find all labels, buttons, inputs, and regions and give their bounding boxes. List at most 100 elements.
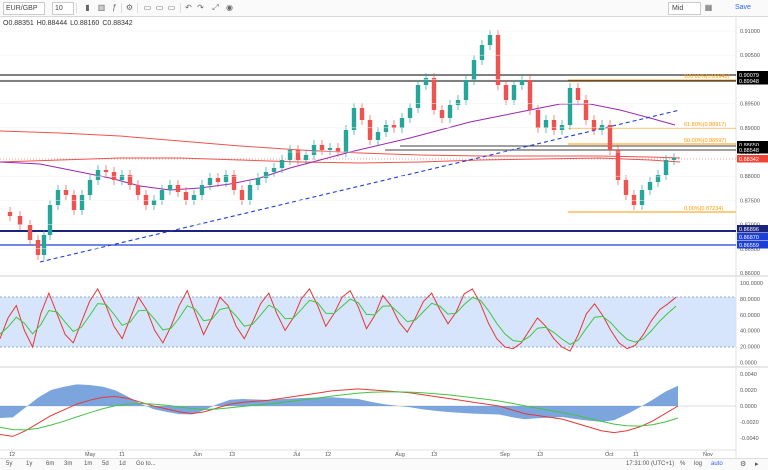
candle-body[interactable] bbox=[631, 195, 637, 205]
scroll-to-end-icon[interactable]: ▸ bbox=[755, 461, 759, 468]
candle-body[interactable] bbox=[647, 182, 653, 190]
candle-body[interactable] bbox=[447, 105, 453, 118]
candle-body[interactable] bbox=[17, 216, 23, 225]
candle-body[interactable] bbox=[95, 170, 101, 180]
chart-settings-icon[interactable]: ⚙ bbox=[740, 461, 747, 468]
candle-body[interactable] bbox=[663, 160, 669, 175]
candle-body[interactable] bbox=[47, 205, 53, 235]
candle-body[interactable] bbox=[183, 192, 189, 200]
candle-body[interactable] bbox=[615, 150, 621, 180]
candle-body[interactable] bbox=[295, 150, 301, 160]
candle-body[interactable] bbox=[327, 148, 333, 150]
candle-body[interactable] bbox=[527, 80, 533, 110]
candle-body[interactable] bbox=[623, 180, 629, 195]
candle-body[interactable] bbox=[495, 35, 501, 85]
candle-body[interactable] bbox=[319, 145, 325, 150]
fullscreen-icon[interactable]: ⤢ bbox=[212, 3, 219, 12]
moving-average-purple[interactable] bbox=[0, 103, 676, 191]
candle-body[interactable] bbox=[127, 175, 133, 185]
candle-body[interactable] bbox=[671, 158, 677, 160]
candle-body[interactable] bbox=[543, 120, 549, 128]
stochastic-axis[interactable]: 100.0000 80.0000 60.0000 40.0000 20.0000 0.00… bbox=[740, 281, 763, 367]
candle-body[interactable] bbox=[87, 180, 93, 195]
candle-body[interactable] bbox=[359, 108, 365, 120]
range-5y[interactable]: 5y bbox=[6, 461, 13, 467]
redo-icon[interactable]: ↷ bbox=[197, 3, 204, 12]
candle-body[interactable] bbox=[271, 168, 277, 172]
candle-body[interactable] bbox=[583, 100, 589, 120]
candle-body[interactable] bbox=[311, 145, 317, 155]
compare-icon[interactable]: ▮ bbox=[85, 3, 90, 12]
candle-body[interactable] bbox=[143, 195, 149, 205]
range-1y[interactable]: 1y bbox=[26, 461, 33, 467]
candle-body[interactable] bbox=[55, 190, 61, 205]
stochastic-k-line[interactable] bbox=[0, 287, 677, 352]
candle-body[interactable] bbox=[511, 85, 517, 100]
candle-body[interactable] bbox=[487, 35, 493, 45]
settings-icon[interactable]: ⚙ bbox=[125, 3, 134, 12]
moving-average-red[interactable] bbox=[0, 157, 681, 164]
undo-icon[interactable]: ↶ bbox=[185, 3, 192, 12]
candle-body[interactable] bbox=[279, 160, 285, 168]
candle-body[interactable] bbox=[655, 175, 661, 182]
range-3m[interactable]: 3m bbox=[64, 461, 73, 467]
macd-histogram[interactable] bbox=[0, 384, 678, 422]
moving-average-red[interactable] bbox=[0, 130, 681, 159]
price-axis[interactable]: 0.910000.905000.900000.895000.890000.885… bbox=[0, 29, 760, 277]
candle-body[interactable] bbox=[335, 148, 341, 152]
candle-body[interactable] bbox=[151, 200, 157, 205]
stochastic-d-line[interactable] bbox=[0, 296, 677, 346]
candle-body[interactable] bbox=[7, 212, 13, 216]
symbol-input[interactable]: EUR/GBP bbox=[3, 2, 45, 15]
snapshot-icon[interactable]: ◉ bbox=[226, 3, 233, 12]
range-6m[interactable]: 6m bbox=[46, 461, 55, 467]
candle-body[interactable] bbox=[247, 185, 253, 200]
log-scale-toggle[interactable]: log bbox=[694, 461, 703, 467]
candle-body[interactable] bbox=[351, 108, 357, 130]
candle-body[interactable] bbox=[407, 108, 413, 118]
candle-body[interactable] bbox=[199, 185, 205, 195]
candle-body[interactable] bbox=[287, 150, 293, 160]
candle-body[interactable] bbox=[159, 190, 165, 200]
auto-scale-toggle[interactable]: auto bbox=[711, 461, 723, 467]
candle-body[interactable] bbox=[35, 240, 41, 255]
candles[interactable] bbox=[7, 30, 677, 260]
candle-body[interactable] bbox=[567, 88, 573, 125]
candle-body[interactable] bbox=[63, 190, 69, 195]
candle-body[interactable] bbox=[591, 120, 597, 130]
candle-body[interactable] bbox=[607, 125, 613, 150]
save-button[interactable]: Save bbox=[735, 4, 751, 11]
candle-body[interactable] bbox=[431, 78, 437, 110]
candle-body[interactable] bbox=[135, 185, 141, 195]
candle-body[interactable] bbox=[639, 190, 645, 205]
candle-body[interactable] bbox=[503, 85, 509, 100]
time-axis[interactable]: 12 May 11 Jun 13 Jul 12 Aug 13 Sep 13 Oct 11 Nov bbox=[9, 450, 713, 458]
candle-body[interactable] bbox=[207, 178, 213, 185]
candle-body[interactable] bbox=[463, 80, 469, 100]
candle-body[interactable] bbox=[191, 195, 197, 200]
indicators-icon[interactable]: ƒ bbox=[112, 3, 117, 12]
candle-body[interactable] bbox=[519, 80, 525, 85]
candle-body[interactable] bbox=[231, 175, 237, 190]
candle-body[interactable] bbox=[103, 170, 109, 172]
zoom-select[interactable]: Mid bbox=[668, 2, 701, 15]
candle-body[interactable] bbox=[41, 235, 47, 255]
macd-signal-line[interactable] bbox=[0, 391, 679, 431]
candle-body[interactable] bbox=[471, 60, 477, 80]
candle-body[interactable] bbox=[423, 78, 429, 85]
candle-body[interactable] bbox=[375, 132, 381, 140]
candle-body[interactable] bbox=[383, 125, 389, 132]
range-5d[interactable]: 5d bbox=[102, 461, 109, 467]
goto-date-button[interactable]: Go to... bbox=[136, 461, 156, 467]
chart-type-icon[interactable]: ▥ bbox=[97, 3, 106, 12]
range-1m[interactable]: 1m bbox=[84, 461, 93, 467]
macd-axis[interactable]: 0.0040 0.0020 0.0000 -0.0020 -0.0040 bbox=[740, 372, 759, 442]
layout-icon[interactable]: ▦ bbox=[704, 3, 713, 12]
draw-icon[interactable]: ▭ bbox=[155, 3, 164, 12]
candle-body[interactable] bbox=[535, 110, 541, 128]
candle-body[interactable] bbox=[167, 185, 173, 190]
candle-body[interactable] bbox=[343, 130, 349, 152]
candle-body[interactable] bbox=[71, 195, 77, 210]
range-1d[interactable]: 1d bbox=[119, 461, 126, 467]
